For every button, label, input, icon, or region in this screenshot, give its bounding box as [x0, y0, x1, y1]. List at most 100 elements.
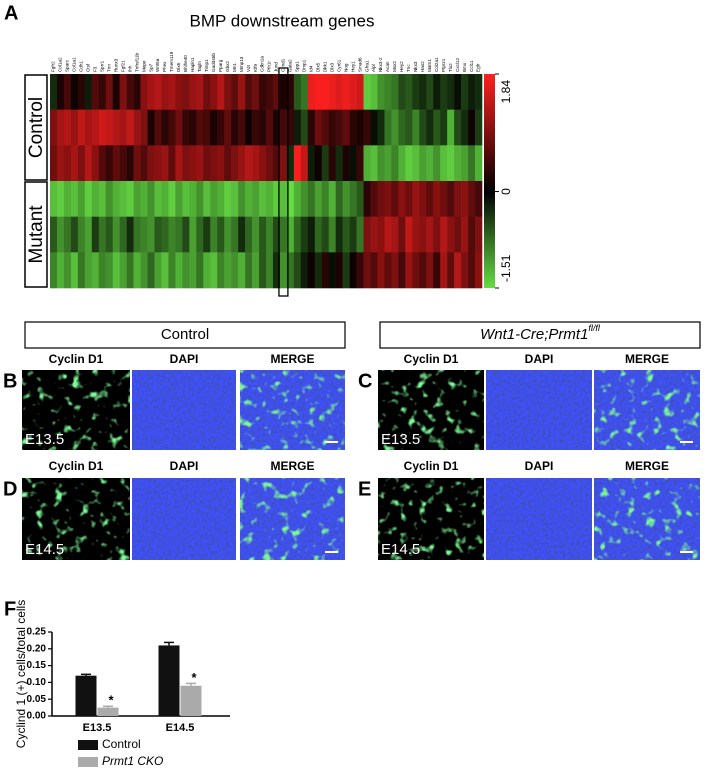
heatmap-cell	[279, 74, 288, 110]
dapi-image	[486, 478, 592, 560]
heatmap-cell	[154, 252, 162, 289]
heatmap-cell	[314, 216, 323, 253]
heatmap-cell	[433, 216, 441, 253]
legend-label: Control	[102, 737, 141, 751]
heatmap-cell	[105, 74, 114, 110]
significance-mark: *	[191, 670, 197, 685]
heatmap-cell	[419, 252, 427, 289]
gene-label: Cxcl12	[455, 58, 460, 72]
heatmap-cell	[321, 216, 330, 253]
heatmap-cell	[168, 109, 176, 146]
heatmap-cell	[426, 74, 434, 110]
heatmap-cell	[300, 74, 309, 110]
heatmap-cell	[412, 216, 420, 253]
heatmap-cell	[203, 109, 211, 146]
cyclin-image	[240, 478, 345, 560]
heatmap-cell	[91, 252, 100, 289]
gene-label: Bhlhe40	[183, 55, 188, 72]
heatmap-cell	[454, 181, 462, 217]
heatmap-cell	[335, 216, 343, 253]
heatmap-cell	[279, 181, 288, 217]
gene-label: Dlx3	[329, 62, 334, 72]
heatmap-cell	[475, 181, 483, 217]
heatmap-cell	[468, 74, 476, 110]
heatmap-cell	[63, 252, 72, 289]
gene-label: Vdr	[246, 64, 251, 72]
heatmap-cell	[252, 216, 260, 253]
gene-label: Tmem119	[169, 51, 174, 72]
stage-label: E13.5	[25, 431, 64, 448]
heatmap-cell	[105, 109, 114, 146]
gene-label: Nkx3-2	[378, 57, 383, 72]
heatmap-cell	[468, 145, 476, 182]
heatmap-cell	[293, 109, 302, 146]
heatmap-cell	[426, 216, 434, 253]
gene-label: Timp1	[204, 59, 209, 72]
heatmap-cell	[245, 181, 253, 217]
gene-label: Dmp1	[302, 59, 307, 72]
heatmap-cell	[154, 216, 162, 253]
gene-label: Tagln	[197, 61, 202, 72]
heatmap-cell	[126, 74, 134, 110]
heatmap-cell	[461, 252, 469, 289]
gene-label: Ihh	[127, 65, 132, 72]
heatmap-cell	[63, 74, 72, 110]
heatmap-cell	[419, 109, 427, 146]
heatmap-cell	[224, 216, 232, 253]
channel-label: MERGE	[625, 459, 669, 473]
heatmap-cell	[91, 74, 100, 110]
heatmap-cell	[405, 252, 413, 289]
cyclin-image	[378, 478, 484, 560]
heatmap-cell	[349, 181, 357, 217]
heatmap-cell	[175, 109, 183, 146]
stage-label: E14.5	[25, 541, 64, 558]
heatmap-cell	[147, 216, 155, 253]
heatmap-cell	[70, 109, 79, 146]
heatmap-cell	[405, 181, 413, 217]
heatmap-cell	[307, 181, 316, 217]
heatmap-cell	[147, 181, 155, 217]
heatmap-cell	[384, 109, 392, 146]
heatmap-cell	[252, 109, 260, 146]
heatmap-cell	[286, 216, 295, 253]
heatmap-cell	[77, 216, 86, 253]
heatmap-cell	[307, 216, 316, 253]
heatmap-cell	[461, 74, 469, 110]
y-tick-label: 0.20	[27, 643, 47, 654]
heatmap-cell	[433, 252, 441, 289]
heatmap-cell	[196, 74, 204, 110]
heatmap-cell	[133, 109, 141, 146]
heatmap-cell	[391, 181, 399, 217]
heatmap-cell	[440, 216, 448, 253]
heatmap-cell	[161, 109, 169, 146]
heatmap-cell	[50, 252, 58, 289]
heatmap-cell	[182, 74, 190, 110]
heatmap-cell	[217, 252, 225, 289]
heatmap-cell	[293, 74, 302, 110]
heatmap-cell	[63, 145, 72, 182]
heatmap-cell	[217, 109, 225, 146]
heatmap-cell	[370, 181, 378, 217]
heatmap-cell	[77, 145, 86, 182]
gene-label: Sp7	[148, 63, 153, 72]
gene-label: Alpl	[371, 64, 376, 72]
heatmap-cell	[370, 145, 378, 182]
heatmap-cell	[412, 181, 420, 217]
cyclin-image	[594, 478, 700, 560]
gene-label: Wnt5a	[155, 58, 160, 72]
heatmap-cell	[321, 181, 330, 217]
heatmap-cell	[98, 252, 107, 289]
heatmap-cell	[238, 252, 246, 289]
heatmap-cell	[56, 109, 65, 146]
gene-label: Fgfr2	[51, 61, 56, 72]
heatmap-cell	[433, 181, 441, 217]
heatmap-cell	[259, 74, 267, 110]
heatmap-cell	[293, 216, 302, 253]
group-label: Mutant	[26, 205, 47, 264]
gene-label: Hapln1	[190, 57, 195, 72]
heatmap-cell	[279, 109, 288, 146]
heatmap-cell	[342, 181, 350, 217]
gene-label: Pth1r	[267, 61, 272, 72]
heatmap-cell	[300, 216, 309, 253]
heatmap-cell	[50, 181, 58, 217]
